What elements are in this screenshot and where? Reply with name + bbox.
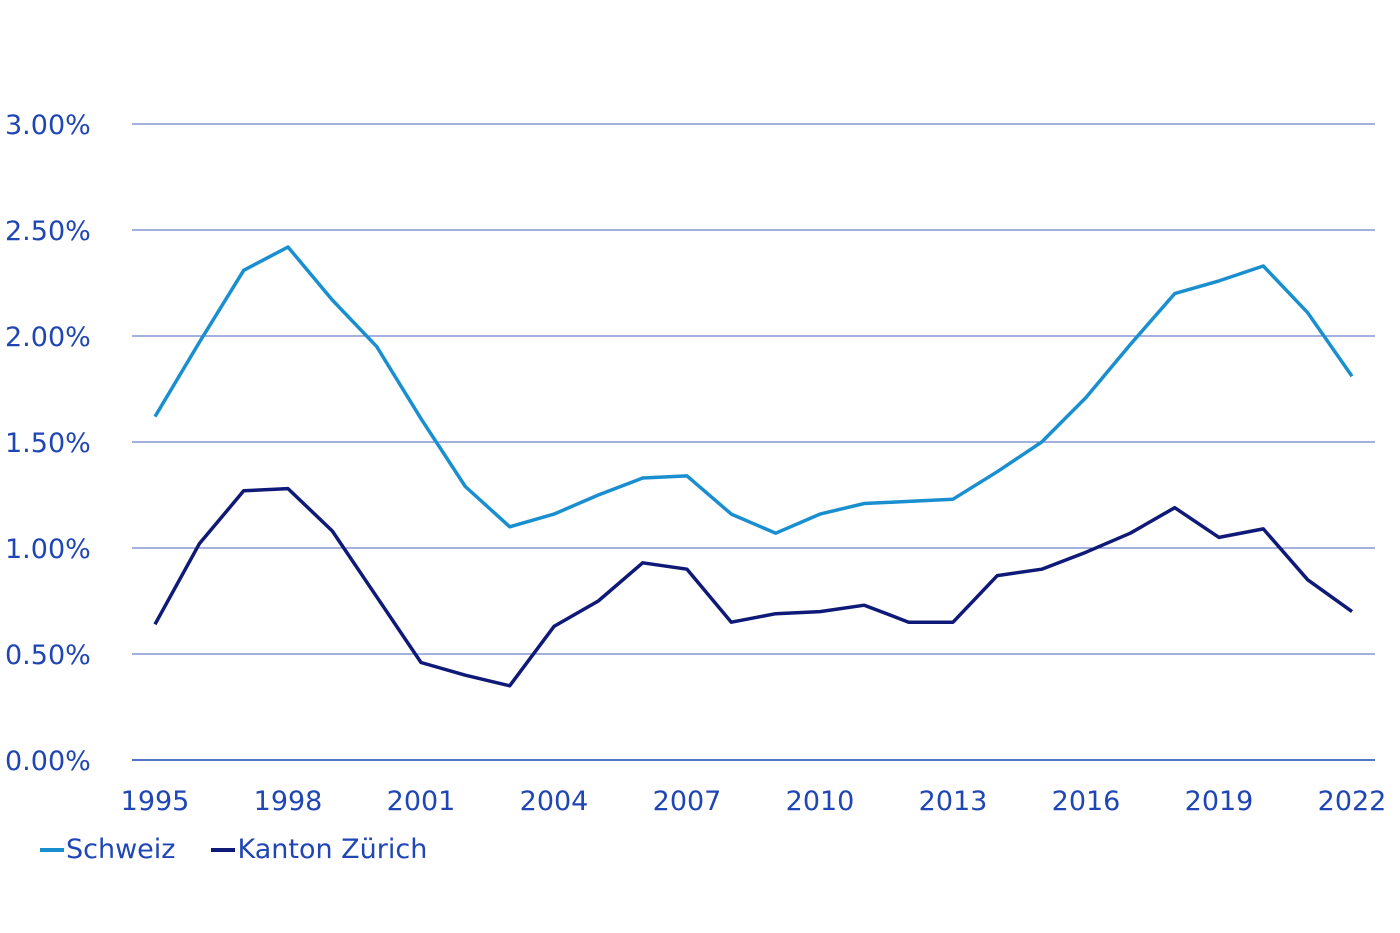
- series-line-schweiz: [153, 245, 1354, 535]
- x-tick-label: 2013: [919, 786, 988, 817]
- x-tick-label: 2022: [1318, 786, 1387, 817]
- legend-label-schweiz: Schweiz: [66, 834, 176, 865]
- legend-swatch-schweiz: [40, 847, 64, 852]
- legend: Schweiz Kanton Zürich: [40, 834, 463, 865]
- y-tick-label: 1.00%: [5, 534, 91, 565]
- y-tick-label: 0.00%: [5, 746, 91, 777]
- x-tick-label: 2016: [1052, 786, 1121, 817]
- x-tick-label: 1995: [121, 786, 190, 817]
- gridlines: [132, 123, 1375, 761]
- legend-label-kanton-zuerich: Kanton Zürich: [237, 834, 428, 865]
- series-lines: [153, 245, 1354, 688]
- x-tick-label: 2004: [520, 786, 589, 817]
- series-line-kanton-zuerich: [153, 486, 1354, 688]
- y-tick-label: 1.50%: [5, 428, 91, 459]
- x-tick-label: 2007: [653, 786, 722, 817]
- y-tick-label: 2.50%: [5, 216, 91, 247]
- y-tick-label: 0.50%: [5, 640, 91, 671]
- y-tick-label: 2.00%: [5, 322, 91, 353]
- legend-swatch-kanton-zuerich: [211, 847, 236, 852]
- x-tick-label: 1998: [254, 786, 323, 817]
- y-tick-label: 3.00%: [5, 110, 91, 141]
- y-axis-labels: 0.00% 0.50% 1.00% 1.50% 2.00% 2.50% 3.00%: [5, 110, 91, 777]
- legend-item-kanton-zuerich: Kanton Zürich: [211, 834, 427, 865]
- x-axis-labels: 1995 1998 2001 2004 2007 2010 2013 2016 2019 2022: [121, 786, 1387, 817]
- x-tick-label: 2001: [387, 786, 456, 817]
- x-tick-label: 2010: [786, 786, 855, 817]
- legend-item-schweiz: Schweiz: [40, 834, 175, 865]
- x-tick-label: 2019: [1185, 786, 1254, 817]
